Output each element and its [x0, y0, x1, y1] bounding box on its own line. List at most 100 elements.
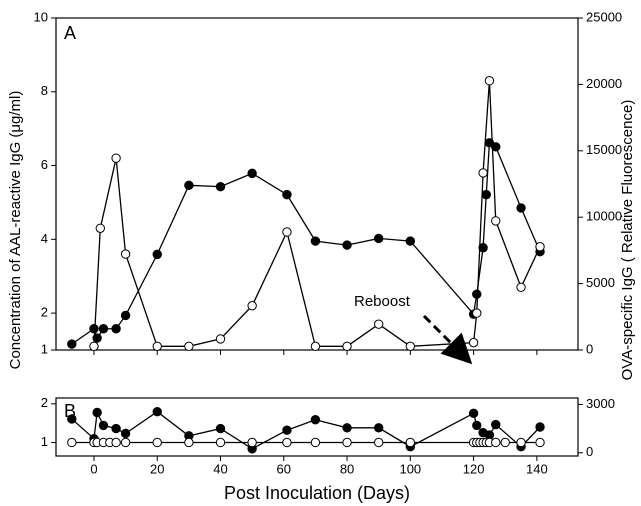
- data-point: [282, 227, 292, 237]
- x-axis-label: Post Inoculation (Days): [224, 483, 410, 503]
- data-point: [516, 203, 526, 213]
- data-point: [310, 341, 321, 352]
- data-point: [373, 423, 384, 433]
- data-point: [282, 437, 292, 448]
- data-point: [373, 233, 384, 244]
- y-tick-label: 4: [41, 231, 48, 246]
- data-point: [152, 437, 162, 448]
- data-point: [342, 240, 352, 250]
- data-point: [184, 180, 194, 191]
- y2-tick-label: 25000: [586, 9, 622, 24]
- data-point: [535, 422, 545, 432]
- y2-tick-label: 5000: [586, 275, 615, 290]
- data-point: [535, 242, 545, 252]
- data-point: [215, 423, 226, 434]
- y-tick-label: 2: [41, 395, 48, 410]
- annotation: Reboost: [354, 293, 411, 310]
- data-point: [405, 341, 416, 352]
- x-tick-label: 60: [277, 461, 291, 476]
- data-point: [491, 437, 501, 448]
- data-point: [215, 334, 226, 344]
- data-point: [89, 341, 99, 352]
- data-point: [342, 437, 352, 448]
- plot-frame: [55, 17, 579, 351]
- data-point: [481, 189, 491, 200]
- data-point: [282, 189, 292, 200]
- data-point: [373, 319, 384, 329]
- data-point: [405, 437, 416, 448]
- data-point: [120, 437, 131, 448]
- y2-tick-label: 3000: [586, 396, 615, 411]
- x-tick-label: 100: [399, 461, 421, 476]
- data-point: [111, 423, 121, 434]
- data-point: [67, 339, 77, 349]
- plot-frame: [55, 397, 579, 457]
- data-point: [215, 181, 226, 192]
- y-tick-label: 1: [41, 341, 48, 356]
- x-tick-label: 0: [90, 461, 97, 476]
- data-point: [535, 437, 545, 448]
- data-point: [478, 243, 488, 253]
- data-point: [89, 324, 99, 334]
- annotation-arrow: [422, 314, 473, 365]
- data-point: [491, 216, 501, 226]
- y-tick-label: 1: [41, 434, 48, 449]
- data-point: [120, 249, 131, 259]
- data-point: [120, 310, 131, 321]
- data-point: [184, 341, 194, 352]
- y-tick-label: 2: [41, 305, 48, 320]
- y-tick-label: 10: [34, 9, 48, 24]
- y2-tick-label: 0: [586, 341, 593, 356]
- data-point: [152, 249, 162, 260]
- x-tick-label: 40: [213, 461, 227, 476]
- data-point: [152, 341, 162, 352]
- y2-tick-label: 15000: [586, 142, 622, 157]
- y2-tick-label: 10000: [586, 209, 622, 224]
- data-point: [342, 423, 352, 433]
- data-point: [516, 282, 526, 292]
- data-point: [484, 76, 495, 86]
- data-point: [310, 415, 321, 425]
- data-point: [247, 301, 257, 311]
- x-tick-label: 140: [526, 461, 548, 476]
- data-point: [184, 437, 194, 448]
- data-point: [247, 168, 257, 179]
- y2-tick-label: 20000: [586, 76, 622, 91]
- data-point: [67, 414, 77, 424]
- data-point: [478, 168, 488, 178]
- x-tick-label: 80: [340, 461, 354, 476]
- series-line: [93, 80, 541, 347]
- data-point: [92, 407, 102, 418]
- data-point: [373, 437, 384, 448]
- data-point: [500, 437, 510, 448]
- data-point: [95, 223, 105, 233]
- data-point: [491, 419, 501, 430]
- data-point: [111, 153, 121, 163]
- data-point: [472, 308, 482, 318]
- data-point: [98, 420, 109, 431]
- data-point: [310, 236, 321, 246]
- x-tick-label: 120: [463, 461, 485, 476]
- data-point: [152, 406, 162, 417]
- data-point: [468, 337, 479, 348]
- data-point: [472, 420, 482, 431]
- data-point: [120, 428, 131, 439]
- y2-tick-label: 0: [586, 444, 593, 459]
- data-point: [282, 425, 292, 435]
- data-point: [468, 408, 479, 419]
- data-point: [111, 437, 121, 448]
- data-point: [92, 333, 102, 343]
- data-point: [98, 324, 109, 334]
- y2-axis-label: OVA-specific IgG ( Relative Fluorescence…: [619, 100, 636, 381]
- data-point: [247, 437, 257, 448]
- data-point: [342, 341, 352, 352]
- data-point: [310, 437, 321, 448]
- y-tick-label: 6: [41, 157, 48, 172]
- x-tick-label: 20: [150, 461, 164, 476]
- y-tick-label: 8: [41, 83, 48, 98]
- data-point: [472, 289, 482, 299]
- data-point: [516, 437, 526, 448]
- data-point: [215, 437, 226, 448]
- data-point: [491, 142, 501, 152]
